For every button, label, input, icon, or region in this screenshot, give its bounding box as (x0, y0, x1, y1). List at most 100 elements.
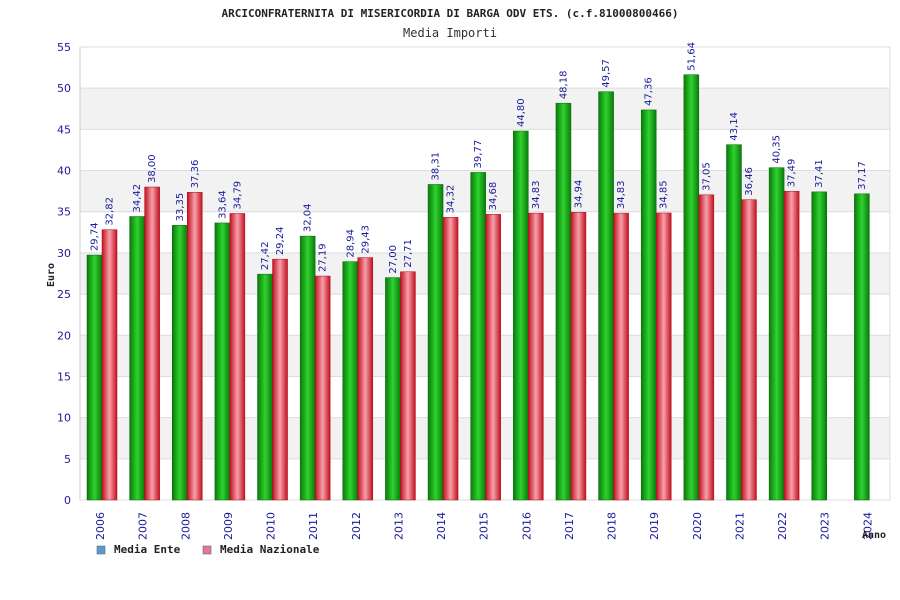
legend: Media Ente Media Nazionale (96, 543, 320, 556)
x-tick-label: 2015 (478, 512, 491, 540)
bar-media-ente-2013 (385, 277, 401, 501)
value-label: 37,17 (857, 161, 868, 190)
value-label: 43,14 (729, 112, 740, 141)
value-label: 38,00 (147, 154, 158, 183)
x-tick-label: 2018 (606, 512, 619, 540)
bar-media-nazionale-2006 (101, 229, 118, 501)
bar-media-ente-2024 (854, 193, 870, 501)
bar-media-nazionale-2013 (400, 271, 416, 501)
bar-media-nazionale-2008 (187, 192, 203, 501)
value-label: 37,36 (190, 160, 201, 189)
bar-media-nazionale-2017 (570, 211, 587, 501)
value-label: 34,79 (232, 181, 243, 210)
bar-media-ente-2009 (214, 222, 231, 501)
value-label: 29,74 (90, 222, 101, 251)
y-axis-label: Euro (46, 263, 57, 287)
value-label: 44,80 (516, 98, 527, 127)
bar-media-ente-2006 (86, 254, 103, 501)
chart-title: ARCICONFRATERNITA DI MISERICORDIA DI BAR… (222, 7, 679, 20)
value-label: 27,00 (388, 245, 399, 274)
value-label: 48,18 (558, 71, 569, 100)
value-labels: 29,74 32,82 34,42 38,00 33,35 37,36 33,64 34,79… (90, 42, 868, 274)
bar-media-nazionale-2020 (698, 194, 715, 501)
bar-media-nazionale-2019 (655, 212, 672, 501)
bar-media-nazionale-2009 (229, 213, 246, 501)
x-tick-label: 2022 (776, 512, 789, 540)
value-label: 39,77 (473, 140, 484, 169)
bar-media-ente-2012 (342, 261, 359, 501)
value-label: 34,68 (488, 182, 499, 211)
x-tick-label: 2024 (861, 512, 874, 540)
bar-media-nazionale-2011 (314, 275, 331, 501)
value-label: 37,05 (701, 162, 712, 191)
value-label: 34,94 (573, 180, 584, 209)
bar-media-nazionale-2012 (357, 257, 374, 501)
legend-label-media-nazionale: Media Nazionale (220, 543, 320, 556)
x-tick-label: 2008 (179, 512, 192, 540)
x-tick-label: 2013 (392, 512, 405, 540)
y-tick-label: 50 (57, 82, 71, 95)
x-tick-label: 2019 (648, 512, 661, 540)
grid-band (80, 88, 890, 130)
x-tick-label: 2006 (94, 512, 107, 540)
y-tick-label: 15 (57, 370, 71, 383)
legend-swatch-media-nazionale (202, 545, 212, 555)
value-label: 34,85 (659, 180, 670, 209)
value-label: 40,35 (772, 135, 783, 164)
y-tick-label: 55 (57, 41, 71, 54)
value-label: 29,43 (360, 225, 371, 254)
value-label: 33,35 (175, 193, 186, 222)
value-label: 37,41 (814, 159, 825, 188)
bar-media-nazionale-2010 (272, 258, 288, 501)
value-label: 32,04 (303, 203, 314, 232)
value-label: 34,42 (132, 184, 143, 213)
x-tick-label: 2023 (819, 512, 832, 540)
value-label: 47,36 (644, 77, 655, 106)
y-axis-ticks: 0 5 10 15 20 25 30 35 40 45 50 55 (57, 41, 71, 507)
x-tick-label: 2017 (563, 512, 576, 540)
x-tick-label: 2020 (691, 512, 704, 540)
bar-media-nazionale-2015 (485, 214, 501, 501)
y-tick-label: 5 (64, 453, 71, 466)
bar-media-ente-2011 (299, 235, 316, 501)
value-label: 32,82 (105, 197, 116, 226)
y-tick-label: 35 (57, 206, 71, 219)
bars (86, 74, 870, 501)
bar-media-nazionale-2014 (442, 217, 459, 501)
bar-media-ente-2022 (768, 167, 785, 501)
x-tick-label: 2014 (435, 512, 448, 540)
value-label: 38,31 (431, 152, 442, 181)
bar-media-ente-2014 (427, 184, 444, 501)
value-label: 27,19 (318, 243, 329, 272)
bar-media-ente-2015 (470, 172, 486, 501)
bar-media-ente-2018 (598, 91, 614, 501)
chart-subtitle: Media Importi (403, 26, 497, 40)
x-tick-label: 2016 (520, 512, 533, 540)
bar-media-nazionale-2007 (144, 186, 160, 501)
value-label: 27,42 (260, 242, 271, 271)
bar-media-ente-2019 (640, 109, 657, 501)
y-tick-label: 45 (57, 123, 71, 136)
x-tick-label: 2010 (265, 512, 278, 540)
x-tick-label: 2007 (137, 512, 150, 540)
x-axis-label: Anno (862, 530, 886, 541)
bar-media-nazionale-2018 (613, 212, 629, 501)
x-tick-label: 2012 (350, 512, 363, 540)
value-label: 34,32 (446, 185, 457, 214)
bar-media-ente-2023 (811, 191, 827, 501)
y-tick-label: 20 (57, 329, 71, 342)
value-label: 27,71 (403, 239, 414, 268)
value-label: 49,57 (601, 59, 612, 88)
x-tick-label: 2021 (733, 512, 746, 540)
bar-media-ente-2021 (726, 144, 742, 501)
value-label: 34,83 (616, 180, 627, 209)
y-tick-label: 25 (57, 288, 71, 301)
bar-media-nazionale-2021 (741, 199, 757, 501)
value-label: 36,46 (744, 167, 755, 196)
value-label: 34,83 (531, 180, 542, 209)
bar-media-ente-2016 (513, 130, 529, 501)
value-label: 51,64 (686, 42, 697, 71)
value-label: 29,24 (275, 227, 286, 256)
bar-media-ente-2020 (683, 74, 700, 501)
